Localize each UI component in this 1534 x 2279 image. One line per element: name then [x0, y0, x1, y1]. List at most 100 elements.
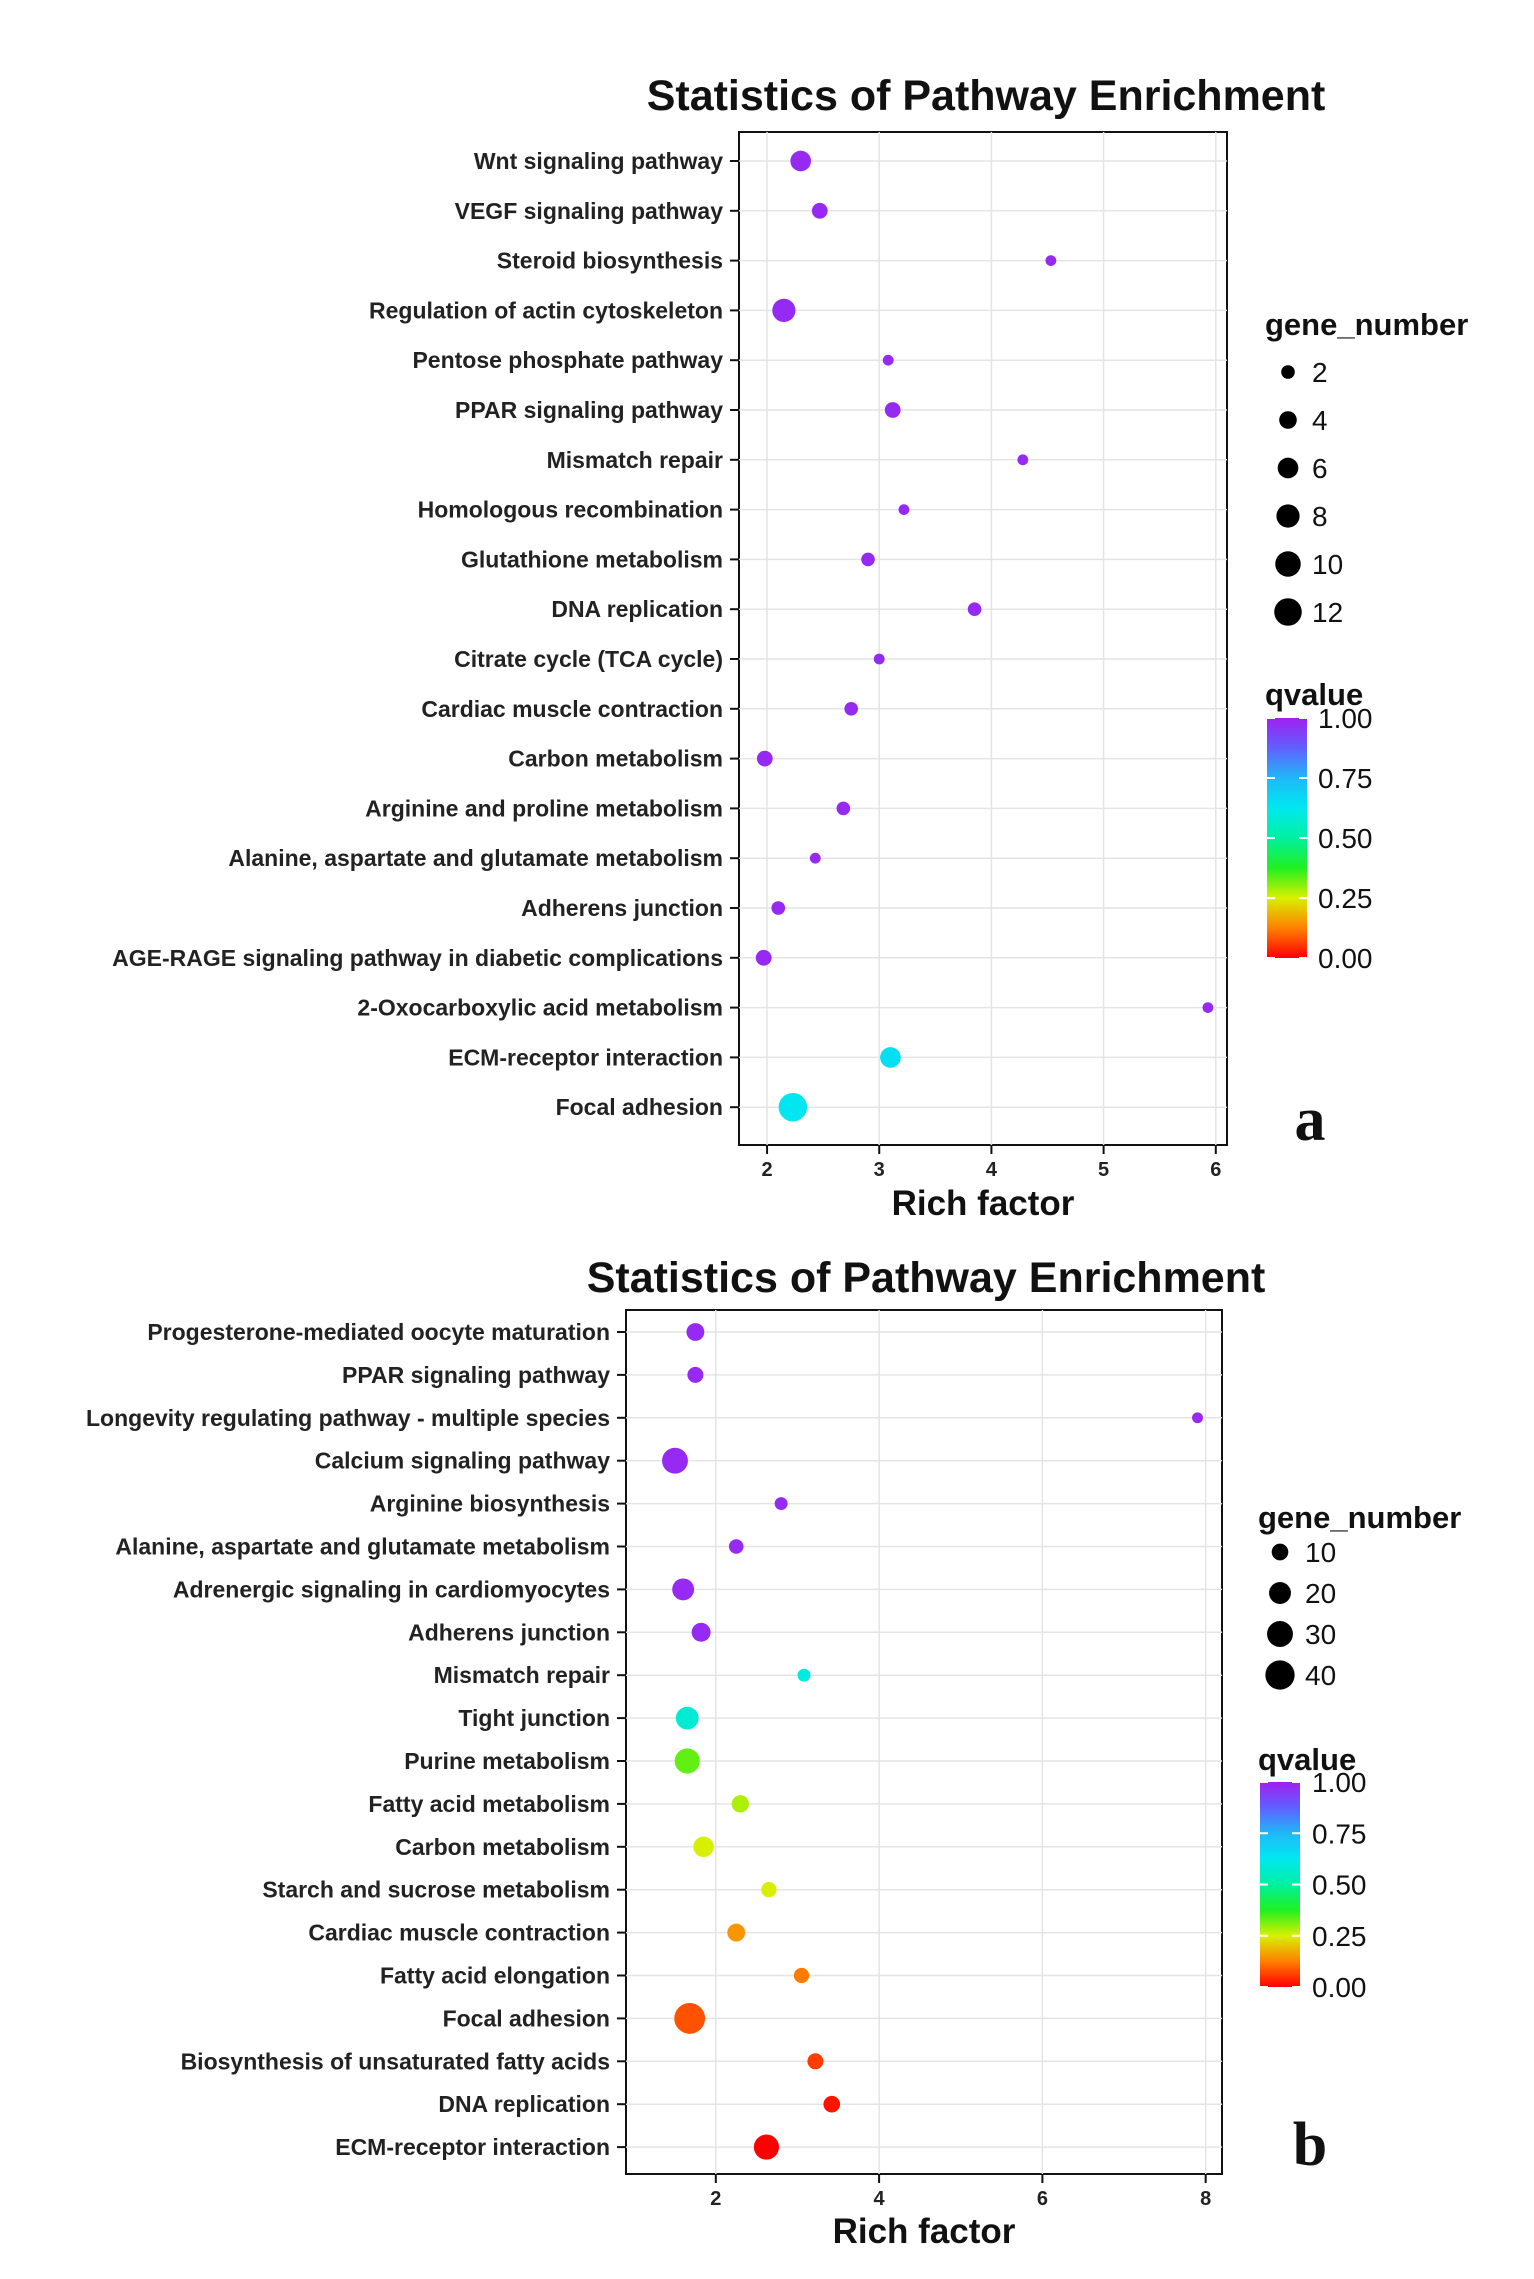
chart-a-category-label: Regulation of actin cytoskeleton: [369, 297, 723, 323]
chart-b-x-axis-label: Rich factor: [833, 2212, 1016, 2251]
chart-b-point: [693, 1836, 714, 1858]
chart-a-category-label: PPAR signaling pathway: [455, 397, 723, 423]
chart-b-point: [807, 2053, 824, 2070]
chart-b-size-legend-dot: [1271, 1543, 1289, 1561]
chart-a-color-legend-label: 0.50: [1318, 823, 1373, 854]
chart-b-size-legend-dot: [1267, 1621, 1293, 1647]
chart-a-category-label: Arginine and proline metabolism: [365, 795, 723, 821]
chart-a-point: [809, 852, 821, 864]
chart-b-x-tick-label: 6: [1037, 2188, 1048, 2210]
chart-b-point: [1192, 1412, 1203, 1424]
chart-b-size-legend-title: gene_number: [1258, 1500, 1461, 1535]
chart-a-point: [861, 552, 875, 567]
chart-a-size-legend-dot: [1279, 411, 1297, 429]
chart-b-point: [687, 1366, 704, 1383]
chart-a-category-label: 2-Oxocarboxylic acid metabolism: [357, 995, 723, 1021]
chart-b-category-label: Cardiac muscle contraction: [308, 1920, 610, 1946]
chart-b-category-label: Fatty acid elongation: [380, 1963, 610, 1989]
chart-b-point: [731, 1795, 749, 1813]
chart-a-point: [880, 1047, 901, 1068]
chart-b-x-tick-label: 2: [710, 2188, 721, 2210]
chart-a-point: [1017, 454, 1029, 466]
chart-a-x-tick-label: 4: [986, 1159, 998, 1181]
chart-a-category-label: Focal adhesion: [556, 1094, 723, 1120]
chart-b-point: [674, 1748, 700, 1774]
chart-a-point: [771, 901, 786, 915]
chart-a-x-tick-label: 3: [874, 1159, 885, 1181]
chart-a-size-legend-label: 10: [1312, 549, 1343, 580]
chart-b-category-label: Starch and sucrose metabolism: [262, 1877, 610, 1903]
chart-b-size-legend-dot: [1265, 1660, 1295, 1690]
chart-a-category-label: Citrate cycle (TCA cycle): [454, 646, 723, 672]
chart-b-point: [774, 1497, 788, 1511]
chart-b-title: Statistics of Pathway Enrichment: [587, 1254, 1266, 1302]
chart-a-category-label: Homologous recombination: [418, 497, 723, 523]
chart-a-size-legend-title: gene_number: [1265, 307, 1468, 342]
chart-a-point: [882, 354, 894, 366]
chart-b-category-label: Alanine, aspartate and glutamate metabol…: [115, 1534, 610, 1560]
chart-a-point: [778, 1092, 808, 1122]
chart-a-point: [755, 949, 772, 966]
chart-a-category-label: Steroid biosynthesis: [497, 248, 723, 274]
chart-b-point: [675, 1706, 699, 1730]
chart-b-category-label: Mismatch repair: [434, 1662, 610, 1688]
chart-a-point: [1045, 255, 1057, 266]
chart-b-category-label: Biosynthesis of unsaturated fatty acids: [181, 2048, 610, 2074]
chart-b-category-label: Adrenergic signaling in cardiomyocytes: [173, 1576, 610, 1602]
chart-b-plot-area: [625, 1309, 1223, 2175]
chart-a-x-axis-label: Rich factor: [892, 1184, 1075, 1223]
chart-a-point: [811, 202, 828, 219]
chart-b-color-legend-label: 0.50: [1312, 1870, 1367, 1901]
chart-a-x-tick-label: 6: [1210, 1159, 1221, 1181]
chart-a-point: [790, 150, 812, 172]
chart-a-category-label: Wnt signaling pathway: [474, 148, 723, 174]
chart-a-category-label: AGE-RAGE signaling pathway in diabetic c…: [112, 945, 723, 971]
chart-b-color-legend-label: 1.00: [1312, 1767, 1367, 1798]
chart-a-size-legend-dot: [1276, 504, 1300, 528]
chart-b-point: [797, 1668, 811, 1682]
chart-a-point: [844, 701, 858, 716]
chart-b-category-label: PPAR signaling pathway: [342, 1362, 610, 1388]
chart-b-point: [761, 1882, 777, 1898]
chart-b-point: [674, 2002, 706, 2034]
chart-b-x-tick-label: 4: [874, 2188, 886, 2210]
chart-a-title: Statistics of Pathway Enrichment: [647, 72, 1326, 120]
chart-b-category-label: Focal adhesion: [443, 2005, 610, 2031]
chart-b-category-label: Fatty acid metabolism: [368, 1791, 610, 1817]
chart-b-color-legend-label: 0.75: [1312, 1818, 1367, 1849]
chart-a-point: [836, 801, 851, 816]
chart-b-category-label: Calcium signaling pathway: [315, 1448, 610, 1474]
chart-b-category-label: Purine metabolism: [404, 1748, 610, 1774]
chart-b-category-label: Carbon metabolism: [395, 1834, 610, 1860]
chart-a-category-label: Carbon metabolism: [508, 746, 723, 772]
chart-a-color-legend-label: 0.75: [1318, 763, 1373, 794]
chart-a-x-tick-label: 2: [761, 1159, 772, 1181]
chart-a-category-label: Pentose phosphate pathway: [412, 347, 723, 373]
chart-a-size-legend-label: 4: [1312, 405, 1328, 436]
chart-a-category-label: Alanine, aspartate and glutamate metabol…: [228, 845, 723, 871]
chart-b-size-legend-label: 20: [1305, 1578, 1336, 1609]
chart-b-color-legend-label: 0.25: [1312, 1921, 1367, 1952]
chart-b-point: [686, 1323, 705, 1341]
chart-b-size-legend-dot: [1269, 1582, 1291, 1604]
chart-a-color-legend-title: qvalue: [1265, 677, 1363, 712]
chart-b-category-label: Adherens junction: [408, 1619, 610, 1645]
chart-b-size-legend-label: 30: [1305, 1619, 1336, 1650]
chart-b-point: [672, 1578, 695, 1601]
chart-a-point: [756, 750, 773, 767]
chart-a-size-legend-dot: [1275, 551, 1301, 577]
chart-a-point: [884, 402, 901, 418]
chart-a-size-legend-dot: [1277, 457, 1299, 479]
chart-a-size-legend-label: 8: [1312, 501, 1328, 532]
chart-b-point: [753, 2134, 780, 2160]
chart-a-category-label: Glutathione metabolism: [461, 546, 723, 572]
chart-a-x-tick-label: 5: [1098, 1159, 1109, 1181]
chart-a-color-legend-label: 1.00: [1318, 703, 1373, 734]
chart-a-category-label: DNA replication: [551, 596, 723, 622]
chart-b-point: [793, 1967, 810, 1984]
chart-a-point: [772, 298, 796, 323]
chart-a-category-label: Mismatch repair: [547, 447, 723, 473]
chart-b-color-legend-label: 0.00: [1312, 1972, 1367, 2003]
chart-a-size-legend-label: 2: [1312, 357, 1328, 388]
chart-a-category-label: ECM-receptor interaction: [448, 1044, 723, 1070]
